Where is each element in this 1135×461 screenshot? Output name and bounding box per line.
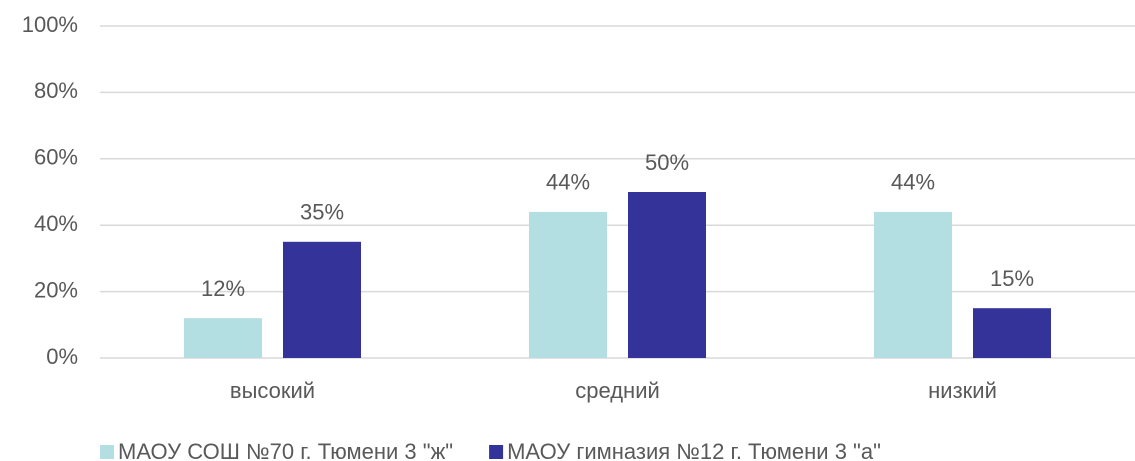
y-tick-label: 40% xyxy=(34,211,78,236)
data-label: 12% xyxy=(201,276,245,301)
y-tick-label: 80% xyxy=(34,78,78,103)
legend-swatch xyxy=(489,445,504,459)
bar xyxy=(283,241,361,358)
y-tick-label: 20% xyxy=(34,277,78,302)
y-tick-label: 100% xyxy=(22,12,78,37)
x-tick-label: высокий xyxy=(230,378,315,403)
y-tick-label: 0% xyxy=(46,344,78,369)
bar xyxy=(529,211,607,358)
data-label: 50% xyxy=(645,150,689,175)
legend-label: МАОУ гимназия №12 г. Тюмени 3 "а" xyxy=(507,439,881,461)
bar xyxy=(184,318,262,358)
x-tick-label: низкий xyxy=(928,378,997,403)
data-label: 15% xyxy=(990,266,1034,291)
bar xyxy=(628,192,706,358)
x-tick-label: средний xyxy=(575,378,660,403)
data-label: 35% xyxy=(300,200,344,225)
bar xyxy=(973,308,1051,358)
data-label: 44% xyxy=(891,170,935,195)
y-tick-label: 60% xyxy=(34,145,78,170)
data-label: 44% xyxy=(546,170,590,195)
legend-label: МАОУ СОШ №70 г. Тюмени 3 "ж" xyxy=(118,439,453,461)
bar xyxy=(874,211,952,358)
legend-swatch xyxy=(100,445,114,459)
